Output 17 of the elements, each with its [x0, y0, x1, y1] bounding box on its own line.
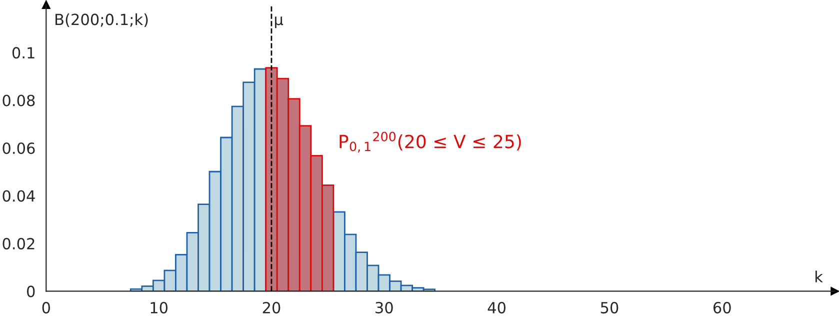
y-tick-label: 0.02 — [2, 238, 34, 250]
x-tick-label: 0 — [42, 302, 50, 314]
y-tick-label: 0.08 — [2, 94, 35, 106]
y-tick-label: 0.1 — [12, 47, 34, 59]
x-axis-title: k — [816, 270, 823, 282]
x-tick-label: 30 — [376, 302, 393, 314]
x-tick-label: 10 — [150, 302, 168, 314]
y-tick-label: 0 — [27, 286, 35, 298]
ref-line-label: μ — [275, 16, 284, 28]
x-tick-label: 40 — [488, 302, 506, 314]
y-axis-title: B(200;0.1;k) — [56, 13, 148, 28]
x-tick-label: 20 — [262, 302, 280, 314]
x-tick-label: 60 — [713, 302, 731, 314]
x-tick-label: 50 — [600, 302, 618, 314]
annotation: P$_{0,1}$$^{200}$(20 ≤ V ≤ 25) — [340, 132, 521, 153]
y-tick-label: 0.04 — [2, 190, 35, 202]
y-tick-label: 0.06 — [2, 142, 35, 154]
